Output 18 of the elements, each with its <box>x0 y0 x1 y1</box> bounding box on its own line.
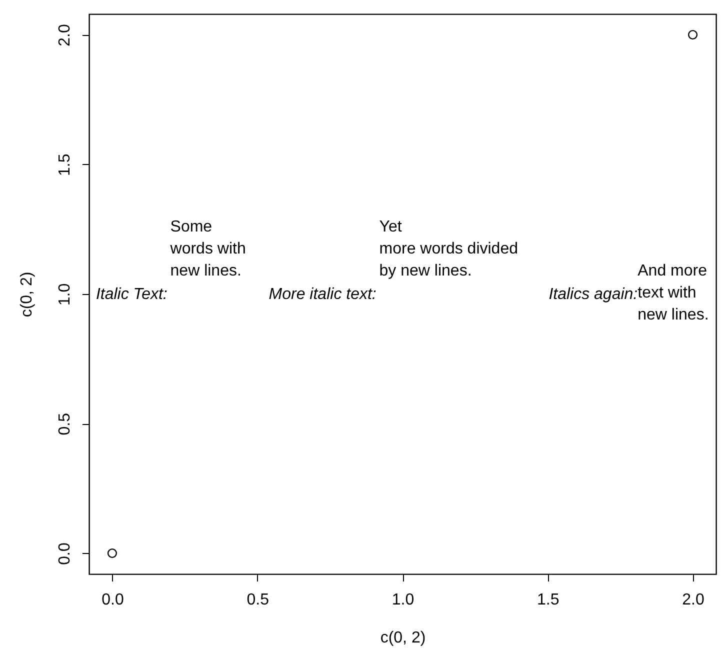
annotation: And more text with new lines. <box>638 262 709 324</box>
annotation: Italics again: <box>548 286 638 303</box>
y-tick-label: 2.0 <box>56 24 74 46</box>
x-tick-label: 1.0 <box>392 592 414 608</box>
y-tick-label: 0.5 <box>56 412 74 436</box>
annotation: Some words with new lines. <box>169 218 246 280</box>
y-tick-label: 0.0 <box>56 542 74 565</box>
x-tick-label: 0.0 <box>102 592 124 608</box>
annotation: More italic text: <box>268 286 376 303</box>
annotation: Italic Text: <box>96 286 168 303</box>
x-axis-title: c(0, 2) <box>380 630 426 646</box>
x-tick-label: 1.5 <box>537 592 560 608</box>
y-tick-label: 1.5 <box>56 154 74 176</box>
y-axis-title: c(0, 2) <box>18 272 36 318</box>
x-tick-label: 2.0 <box>682 592 704 608</box>
y-tick-label: 1.0 <box>56 283 74 306</box>
annotation: Yet more words divided by new lines. <box>379 218 518 280</box>
x-tick-label: 0.5 <box>246 592 270 608</box>
